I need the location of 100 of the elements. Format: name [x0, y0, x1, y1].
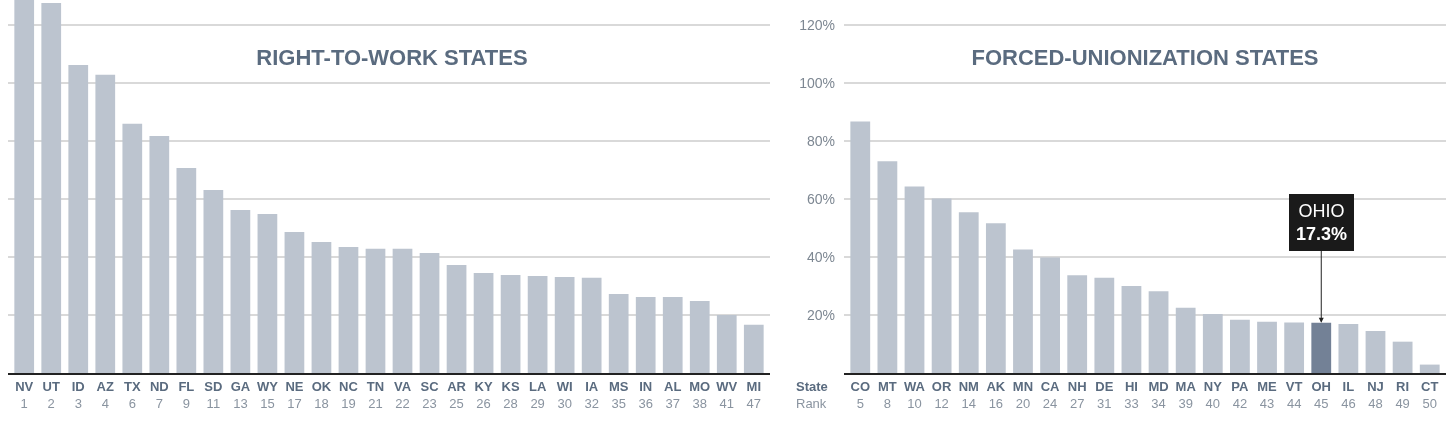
- x-tick-label: MO 38: [689, 378, 711, 411]
- bar: [257, 214, 278, 373]
- bar: [850, 121, 871, 373]
- x-tick-label: KS 28: [501, 378, 520, 411]
- bar: [931, 198, 952, 373]
- bar: [1067, 275, 1088, 373]
- bar: [1175, 307, 1196, 373]
- bar: [1338, 323, 1359, 373]
- y-tick-label: 100%: [799, 74, 835, 91]
- bar: [41, 2, 62, 373]
- x-tick-label: IL 46: [1341, 378, 1356, 411]
- x-tick-label: HI 33: [1124, 378, 1139, 411]
- bar: [365, 248, 386, 373]
- x-tick-label: AZ 4: [96, 378, 114, 411]
- x-tick-label: TN 21: [366, 378, 385, 411]
- bar: [716, 314, 737, 373]
- bar: [1148, 291, 1169, 373]
- bar: [581, 277, 602, 373]
- bar: [635, 297, 656, 373]
- y-tick-label: 120%: [799, 16, 835, 33]
- x-tick-label: TX 6: [123, 378, 141, 411]
- x-tick-label: NM 14: [958, 378, 979, 411]
- x-tick-label: PA 42: [1231, 378, 1250, 411]
- bar: [1094, 277, 1115, 373]
- x-tick-label: MD 34: [1148, 378, 1169, 411]
- x-tick-label: NC 19: [339, 378, 359, 411]
- bar: [608, 294, 629, 373]
- annotation: OHIO 17.3%: [1296, 201, 1348, 245]
- text: State Rank: [796, 379, 828, 411]
- x-tick-label: CA 24: [1040, 378, 1061, 411]
- bar: [311, 241, 332, 373]
- x-tick-label: NJ 48: [1367, 378, 1384, 411]
- x-tick-label: WY 15: [256, 378, 279, 411]
- bar: [14, 0, 35, 373]
- bar: [1311, 322, 1332, 373]
- bar: [527, 276, 548, 373]
- x-tick-label: MT 8: [878, 378, 897, 411]
- x-tick-label: GA 13: [230, 378, 251, 411]
- bar: [1121, 285, 1142, 373]
- x-tick-label: UT 2: [42, 378, 60, 411]
- x-tick-label: NE 17: [285, 378, 304, 411]
- x-tick-label: FL 9: [178, 378, 195, 411]
- bar: [1419, 364, 1440, 373]
- x-tick-label: MI 47: [746, 378, 762, 411]
- bar: [1013, 249, 1033, 373]
- x-tick-label: OR 12: [931, 378, 952, 411]
- x-tick-label: AK 16: [986, 378, 1006, 411]
- x-tick-label: NV 1: [15, 378, 34, 411]
- bar: [877, 161, 898, 373]
- bar: [68, 64, 89, 373]
- bar: [473, 272, 494, 373]
- x-tick-label: WV 41: [716, 378, 738, 411]
- x-tick-label: WA 10: [904, 378, 926, 411]
- bar: [500, 274, 521, 373]
- bar: [958, 212, 979, 373]
- bar: [392, 248, 413, 373]
- bar: [95, 74, 116, 373]
- x-tick-label: LA 29: [528, 378, 547, 411]
- bar: [985, 223, 1006, 373]
- bar: [284, 232, 305, 373]
- y-tick-label: 20%: [806, 306, 835, 323]
- x-tick-label: AL 37: [664, 378, 682, 411]
- x-tick-label: OK 18: [311, 378, 332, 411]
- x-tick-label: KY 26: [474, 378, 493, 411]
- bar: [1392, 341, 1413, 373]
- text: FORCED-UNIONIZATION STATES: [971, 44, 1319, 70]
- x-tick-label: SD 11: [204, 378, 223, 411]
- x-tick-label: MN 20: [1012, 378, 1034, 411]
- bar: [230, 209, 251, 373]
- text: RIGHT-TO-WORK STATES: [256, 44, 528, 70]
- bar: [1257, 321, 1277, 373]
- bar: [338, 247, 359, 373]
- x-tick-label: ND 7: [149, 378, 169, 411]
- x-tick-label: VA 22: [393, 378, 412, 411]
- bar: [1040, 257, 1060, 373]
- bar: [446, 265, 467, 373]
- bar: [1230, 319, 1250, 373]
- y-tick-label: 40%: [806, 248, 835, 265]
- bar: [419, 252, 440, 373]
- bar: [203, 189, 224, 373]
- bar: [904, 186, 925, 373]
- x-tick-label: NY 40: [1203, 378, 1223, 411]
- bar: [554, 276, 575, 373]
- y-tick-label: 80%: [806, 132, 835, 149]
- x-tick-label: CO 5: [850, 378, 871, 411]
- x-tick-label: MA 39: [1175, 378, 1197, 411]
- x-tick-label: AR 25: [447, 378, 467, 411]
- bar: [1284, 322, 1305, 373]
- bar: [689, 301, 710, 373]
- bar: [149, 136, 170, 373]
- bar: [662, 297, 683, 373]
- x-tick-label: ID 3: [71, 378, 85, 411]
- x-tick-label: RI 49: [1395, 378, 1410, 411]
- x-tick-label: IA 32: [584, 378, 599, 411]
- bar: [743, 324, 764, 373]
- x-tick-label: MS 35: [608, 378, 629, 411]
- y-tick-label: 60%: [806, 190, 835, 207]
- x-tick-label: NH 27: [1067, 378, 1087, 411]
- x-tick-label: CT 50: [1421, 378, 1439, 411]
- bar: [176, 167, 197, 373]
